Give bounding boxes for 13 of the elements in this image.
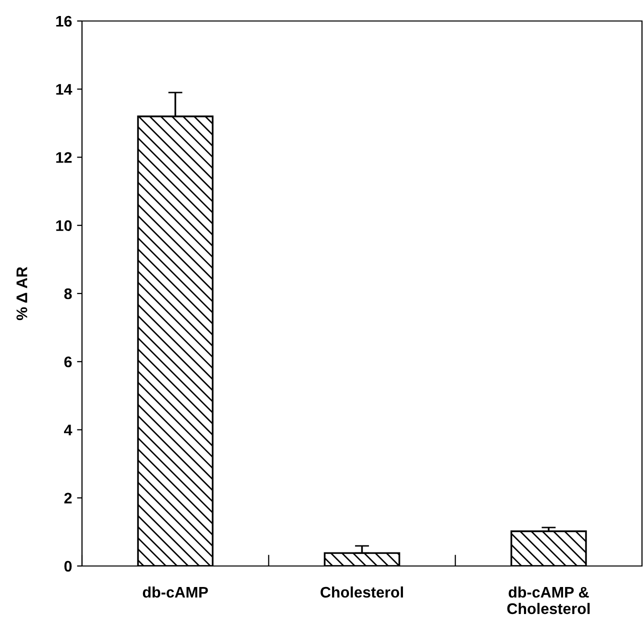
y-tick-label: 4 bbox=[64, 424, 72, 436]
y-tick-label: 10 bbox=[56, 220, 72, 232]
y-axis-title: % Δ AR bbox=[16, 266, 28, 320]
x-tick-label: Cholesterol bbox=[320, 586, 403, 598]
y-tick-label: 14 bbox=[56, 84, 72, 95]
y-tick-label: 0 bbox=[64, 560, 72, 572]
x-tick-label: db-cAMP & Cholesterol bbox=[507, 586, 590, 614]
y-tick-label: 8 bbox=[64, 288, 72, 300]
y-tick-label: 6 bbox=[64, 356, 72, 368]
y-tick-label: 12 bbox=[56, 152, 72, 163]
y-tick-label: 2 bbox=[64, 492, 72, 504]
x-tick-label: db-cAMP bbox=[142, 586, 208, 598]
y-tick-label: 16 bbox=[56, 16, 72, 27]
